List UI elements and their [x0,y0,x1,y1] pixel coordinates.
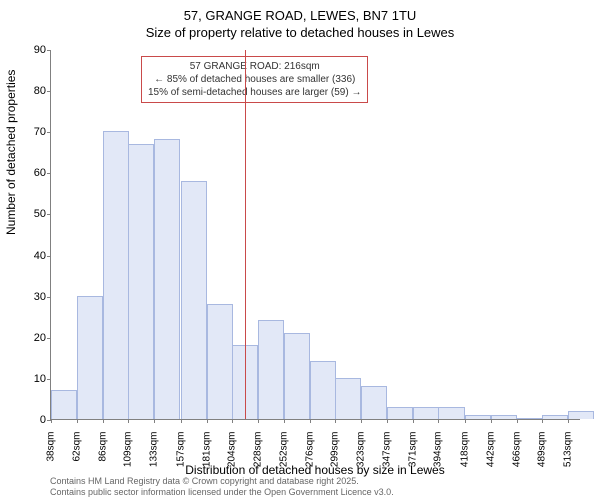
x-tick-mark [491,419,492,423]
x-tick-mark [568,419,569,423]
y-tick-mark [47,214,51,215]
histogram-bar [77,296,103,419]
histogram-bar [438,407,464,419]
x-axis-label: Distribution of detached houses by size … [50,463,580,477]
x-tick-mark [361,419,362,423]
y-tick-mark [47,297,51,298]
x-tick-mark [207,419,208,423]
y-tick-mark [47,256,51,257]
histogram-bar [154,139,180,419]
x-tick-mark [387,419,388,423]
histogram-bar [387,407,413,419]
chart-container: 57, GRANGE ROAD, LEWES, BN7 1TU Size of … [0,0,600,500]
x-tick-mark [103,419,104,423]
x-tick-mark [232,419,233,423]
x-tick-mark [542,419,543,423]
x-tick-mark [438,419,439,423]
annotation-line3: 15% of semi-detached houses are larger (… [148,86,361,99]
x-tick-mark [128,419,129,423]
x-tick-mark [413,419,414,423]
plot-area: 57 GRANGE ROAD: 216sqm ← 85% of detached… [50,50,580,420]
y-tick-mark [47,173,51,174]
histogram-bar [568,411,594,419]
histogram-bar [542,415,568,419]
annotation-box: 57 GRANGE ROAD: 216sqm ← 85% of detached… [141,56,368,103]
y-tick-label: 0 [21,414,46,426]
y-tick-label: 90 [21,44,46,56]
chart-subtitle: Size of property relative to detached ho… [0,23,600,40]
y-tick-mark [47,50,51,51]
histogram-bar [181,181,207,419]
annotation-line2: ← 85% of detached houses are smaller (33… [148,73,361,86]
histogram-bar [51,390,77,419]
histogram-bar [103,131,129,419]
x-tick-mark [465,419,466,423]
x-tick-mark [258,419,259,423]
histogram-bar [465,415,491,419]
histogram-bar [258,320,284,419]
y-tick-label: 50 [21,208,46,220]
histogram-bar [413,407,439,419]
x-tick-mark [310,419,311,423]
x-tick-mark [51,419,52,423]
y-tick-label: 10 [21,373,46,385]
footer-line1: Contains HM Land Registry data © Crown c… [50,476,394,487]
histogram-bar [310,361,336,419]
chart-title: 57, GRANGE ROAD, LEWES, BN7 1TU [0,0,600,23]
histogram-bar [284,333,310,419]
y-tick-label: 20 [21,332,46,344]
x-tick-mark [77,419,78,423]
x-tick-mark [284,419,285,423]
histogram-bar [517,418,543,419]
histogram-bar [335,378,361,419]
y-tick-mark [47,379,51,380]
y-tick-label: 70 [21,126,46,138]
histogram-bar [361,386,387,419]
footer-line2: Contains public sector information licen… [50,487,394,498]
x-tick-mark [335,419,336,423]
y-tick-mark [47,91,51,92]
x-tick-mark [154,419,155,423]
x-tick-mark [181,419,182,423]
histogram-bar [128,144,154,419]
y-tick-label: 60 [21,167,46,179]
annotation-line1: 57 GRANGE ROAD: 216sqm [148,60,361,73]
y-tick-label: 80 [21,85,46,97]
y-tick-label: 30 [21,291,46,303]
histogram-bar [207,304,233,419]
histogram-bar [491,415,517,419]
footer-attribution: Contains HM Land Registry data © Crown c… [50,476,394,498]
y-axis-label: Number of detached properties [4,70,18,235]
y-tick-mark [47,132,51,133]
y-tick-label: 40 [21,250,46,262]
y-tick-mark [47,338,51,339]
x-tick-mark [517,419,518,423]
reference-line [245,50,246,419]
